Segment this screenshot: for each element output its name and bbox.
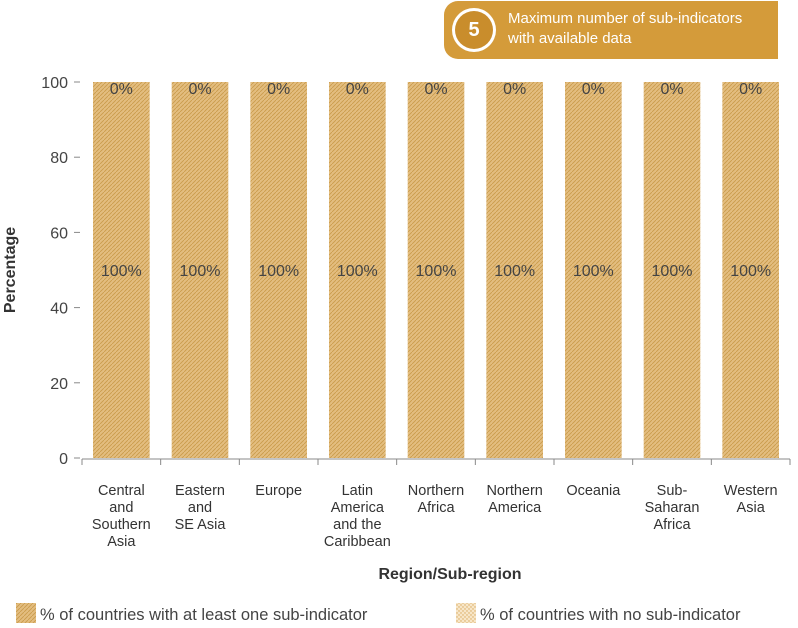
data-label-no-sub: 0% — [503, 81, 526, 98]
x-tick-label: Eastern — [175, 483, 225, 499]
bar-with-sub-indicator — [486, 82, 543, 458]
x-tick-label: Central — [98, 483, 145, 499]
x-tick-label: and — [188, 500, 212, 516]
y-tick-label: 100 — [41, 75, 68, 92]
x-tick-label: America — [488, 500, 542, 516]
data-label-at-least-one: 100% — [494, 263, 535, 280]
data-label-at-least-one: 100% — [573, 263, 614, 280]
x-tick-label: SE Asia — [175, 517, 227, 533]
bar-with-sub-indicator — [565, 82, 622, 458]
bar-with-sub-indicator — [722, 82, 779, 458]
bar-with-sub-indicator — [407, 82, 465, 458]
x-tick-label: Africa — [417, 500, 455, 516]
x-tick-label: Europe — [255, 483, 302, 499]
legend-item-at-least-one: % of countries with at least one sub-ind… — [40, 606, 368, 624]
bar-with-sub-indicator — [250, 82, 307, 458]
y-tick-label: 40 — [50, 301, 68, 318]
y-tick-label: 20 — [50, 376, 68, 393]
data-label-at-least-one: 100% — [730, 263, 771, 280]
bar-with-sub-indicator — [329, 82, 386, 458]
x-axis-label: Region/Sub-region — [378, 566, 521, 583]
y-tick-label: 60 — [50, 225, 68, 242]
data-label-at-least-one: 100% — [337, 263, 378, 280]
x-tick-label: Caribbean — [324, 534, 391, 550]
x-tick-label: Saharan — [645, 500, 700, 516]
badge-circle: 5 — [452, 8, 496, 52]
data-label-at-least-one: 100% — [652, 263, 693, 280]
bar-with-sub-indicator — [643, 82, 701, 458]
x-tick-label: Asia — [107, 534, 136, 550]
legend-swatch — [456, 603, 476, 623]
y-tick-label: 0 — [59, 451, 68, 468]
legend-item-no-sub: % of countries with no sub-indicator — [480, 606, 741, 624]
x-tick-label: Latin — [342, 483, 373, 499]
legend-swatch — [16, 603, 36, 623]
data-label-no-sub: 0% — [346, 81, 369, 98]
data-label-no-sub: 0% — [660, 81, 683, 98]
data-label-no-sub: 0% — [188, 81, 211, 98]
data-label-no-sub: 0% — [110, 81, 133, 98]
x-tick-label: Sub- — [657, 483, 688, 499]
x-tick-label: America — [331, 500, 385, 516]
x-tick-label: Western — [724, 483, 778, 499]
data-label-no-sub: 0% — [739, 81, 762, 98]
y-tick-label: 80 — [50, 150, 68, 167]
x-tick-label: and — [109, 500, 133, 516]
x-tick-label: Oceania — [566, 483, 621, 499]
x-tick-label: Asia — [737, 500, 766, 516]
bar-with-sub-indicator — [171, 82, 229, 458]
badge-number: 5 — [455, 11, 493, 49]
data-label-no-sub: 0% — [582, 81, 605, 98]
x-tick-label: Africa — [653, 517, 691, 533]
data-label-at-least-one: 100% — [258, 263, 299, 280]
data-label-no-sub: 0% — [424, 81, 447, 98]
data-label-at-least-one: 100% — [101, 263, 142, 280]
data-label-no-sub: 0% — [267, 81, 290, 98]
indicator-badge: 5 Maximum number of sub-indicators with … — [444, 1, 778, 59]
x-tick-label: Northern — [408, 483, 464, 499]
y-axis-label: Percentage — [2, 227, 19, 313]
bar-with-sub-indicator — [93, 82, 150, 458]
data-label-at-least-one: 100% — [180, 263, 221, 280]
data-label-at-least-one: 100% — [416, 263, 457, 280]
x-tick-label: and the — [333, 517, 381, 533]
x-tick-label: Northern — [486, 483, 542, 499]
x-tick-label: Southern — [92, 517, 151, 533]
badge-text: Maximum number of sub-indicators with av… — [508, 10, 743, 47]
